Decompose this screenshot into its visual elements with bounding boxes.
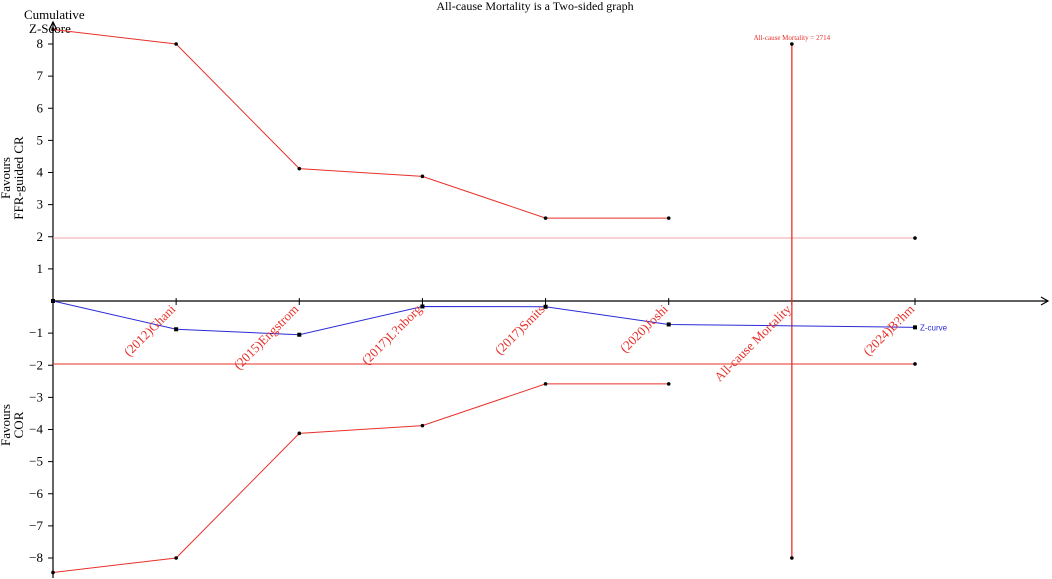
y-tick-label: −3	[29, 389, 43, 404]
z-curve-point	[174, 327, 179, 332]
y-tick-label: 8	[37, 36, 44, 51]
monitoring-boundary-point	[420, 174, 425, 179]
z-curve-point	[543, 304, 548, 309]
x-tick-label: (2015)Engstrom	[231, 302, 302, 373]
x-tick-label: (2024)B?hm	[860, 302, 917, 359]
ris-label: All-cause Mortality = 2714	[754, 34, 831, 42]
y-axis-arrow	[48, 20, 58, 31]
ris-top-point	[790, 42, 794, 46]
monitoring-boundary-point	[297, 166, 302, 171]
y-tick-label: −4	[29, 422, 43, 437]
conventional-boundary-end-point	[913, 236, 917, 240]
conventional-boundary-end-point	[913, 362, 917, 366]
y-tick-label: 1	[37, 261, 44, 276]
x-tick-label: All-cause Mortality	[711, 301, 794, 384]
favours-bottom-line2: COR	[11, 411, 26, 438]
monitoring-boundary-line	[52, 383, 669, 573]
monitoring-boundary-point	[666, 382, 671, 386]
z-curve-point	[51, 299, 55, 303]
favours-top-label: Favours FFR-guided CR	[0, 136, 26, 220]
favours-bottom-label: Favours COR	[0, 404, 26, 446]
monitoring-boundary-point	[51, 27, 55, 32]
monitoring-boundary-point	[297, 431, 302, 436]
y-tick-label: −5	[29, 454, 43, 469]
ris-bottom-point	[790, 556, 794, 560]
monitoring-boundary-point	[543, 382, 548, 386]
y-tick-label: −7	[29, 518, 43, 533]
monitoring-boundary-point	[174, 42, 178, 46]
chart-title: All-cause Mortality is a Two-sided graph	[436, 0, 633, 13]
z-curve-label: Z-curve	[920, 323, 948, 332]
y-tick-label: 6	[37, 100, 44, 115]
y-tick-label: −8	[29, 550, 43, 565]
y-tick-label: 4	[37, 165, 44, 180]
x-tick-label: (2012)Ghani	[121, 301, 179, 359]
x-tick-label: (2020)Joshi	[617, 301, 671, 355]
favours-top-line2: FFR-guided CR	[11, 136, 26, 220]
x-axis-arrow	[1040, 296, 1050, 306]
x-tick-label: (2017)L?nborg	[358, 301, 424, 367]
y-tick-label: 3	[37, 197, 44, 212]
y-tick-label: 7	[37, 68, 44, 83]
y-axis-title-line1: Cumulative	[24, 7, 85, 22]
favours-top-line1: Favours	[0, 157, 13, 199]
y-tick-label: −2	[29, 357, 43, 372]
z-curve-point	[297, 332, 302, 337]
z-curve-point	[666, 322, 671, 327]
z-curve-point	[913, 325, 917, 330]
y-tick-label: 2	[37, 229, 44, 244]
monitoring-boundary-point	[174, 556, 178, 560]
monitoring-boundary-point	[420, 423, 425, 428]
monitoring-boundary-point	[51, 570, 55, 575]
monitoring-boundary-point	[666, 216, 671, 220]
monitoring-boundary-point	[543, 216, 548, 220]
y-tick-label: 5	[37, 132, 44, 147]
y-tick-label: −6	[29, 486, 43, 501]
plot-area: 8 7 6 5 4 3 2 1 −1 −2 −3 −4 −5 −6 −7 −8 All-cause Mortal…	[29, 20, 1050, 578]
favours-bottom-line1: Favours	[0, 404, 13, 446]
z-curve-point	[420, 304, 425, 309]
y-tick-label: −1	[29, 325, 43, 340]
x-tick-label: (2017)Smits	[492, 302, 548, 358]
monitoring-boundary-line	[52, 29, 669, 219]
